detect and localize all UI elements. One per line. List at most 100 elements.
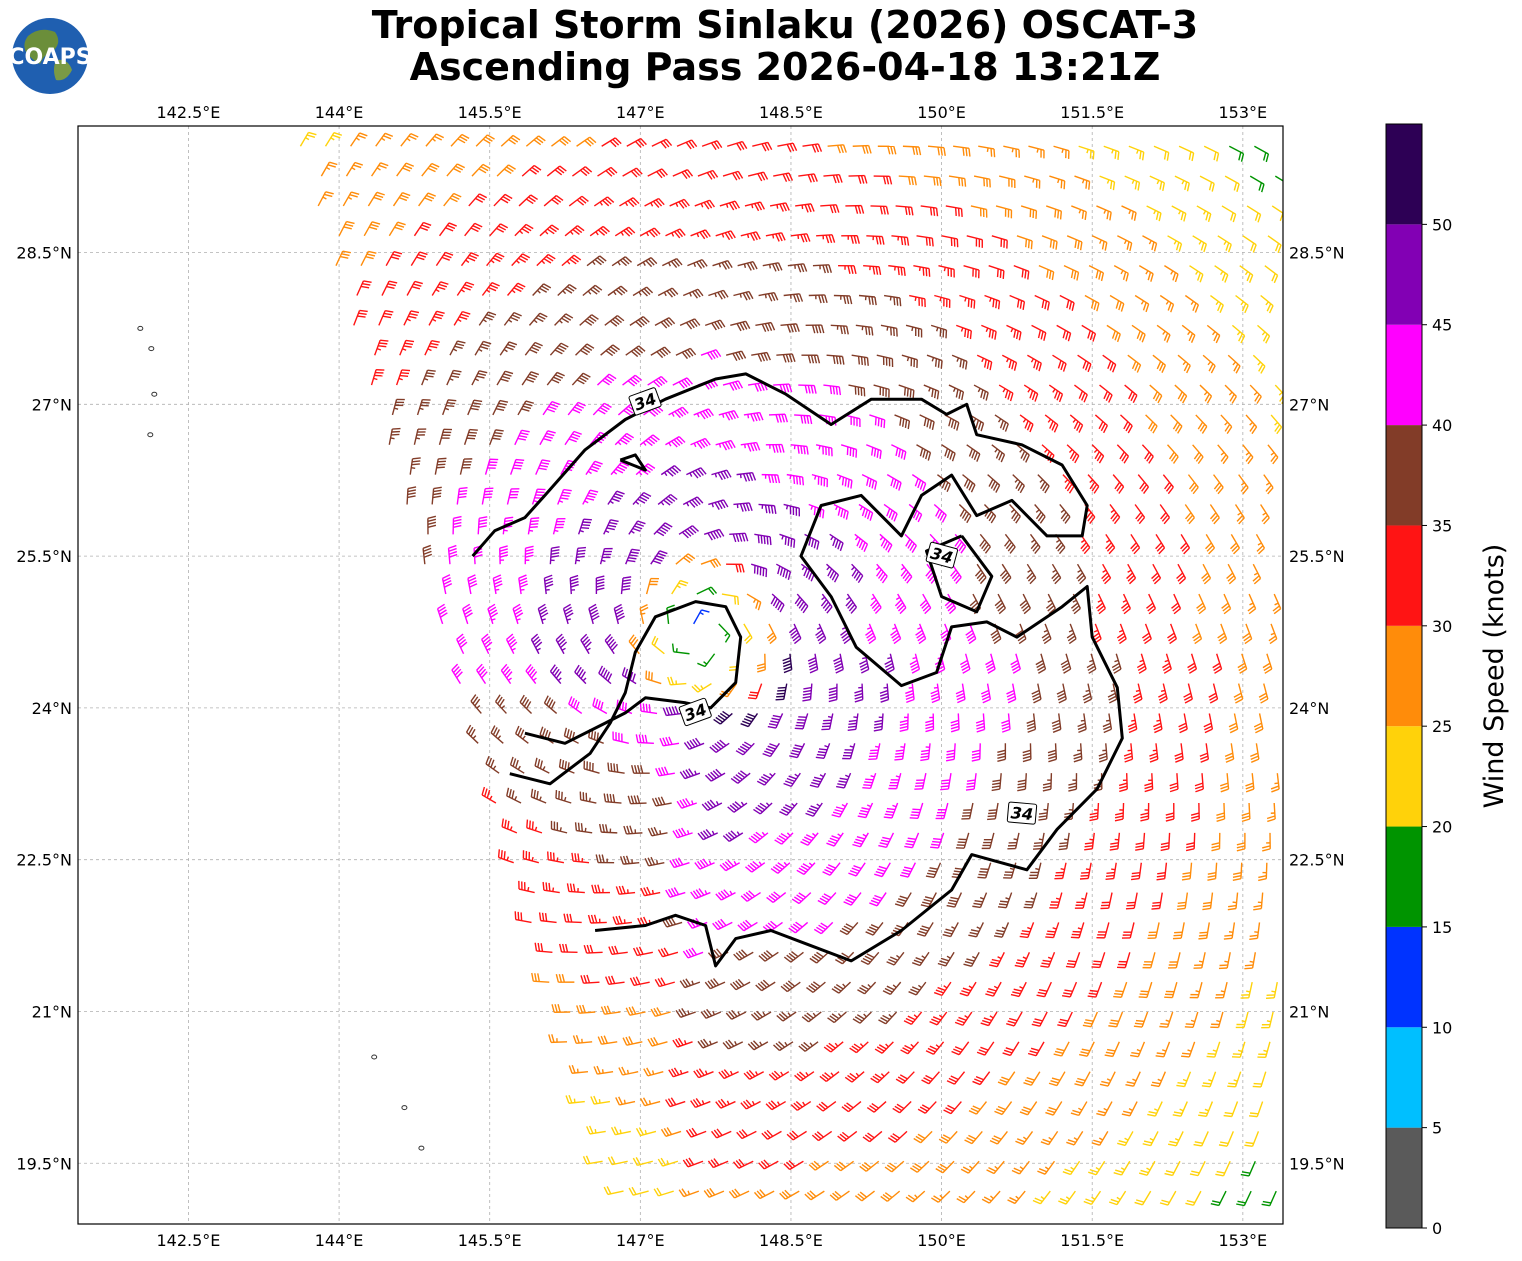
wind-barb <box>628 1186 649 1196</box>
wind-barb <box>1202 892 1214 911</box>
wind-barb <box>874 862 891 878</box>
wind-barb <box>522 850 539 864</box>
wind-barb <box>847 713 859 732</box>
lon-tick-label-top: 144°E <box>315 103 364 122</box>
wind-barb <box>547 851 565 864</box>
wind-barb <box>456 633 468 655</box>
wind-barb <box>550 820 568 834</box>
wind-barb <box>639 603 649 625</box>
wind-barb <box>636 257 658 268</box>
wind-barb <box>1187 474 1199 495</box>
wind-barb <box>873 175 893 185</box>
wind-barb <box>994 1101 1013 1116</box>
wind-barb <box>600 1005 621 1015</box>
wind-barb <box>916 444 932 461</box>
wind-barb <box>849 1041 869 1054</box>
wind-barb <box>1016 235 1033 250</box>
wind-barb <box>421 162 440 177</box>
wind-barb <box>1146 593 1157 615</box>
wind-barb <box>1053 1041 1070 1057</box>
wind-barb <box>571 166 593 177</box>
lon-tick-label-top: 151.5°E <box>1060 103 1124 122</box>
wind-barb <box>804 1190 825 1201</box>
wind-barb <box>1233 683 1244 704</box>
wind-barb <box>1164 1160 1181 1177</box>
wind-barb <box>564 225 585 237</box>
wind-barb <box>557 283 577 297</box>
wind-barb <box>632 491 652 505</box>
wind-barb <box>493 193 513 207</box>
title-block: Tropical Storm Sinlaku (2026) OSCAT-3 As… <box>300 4 1270 88</box>
wind-barb <box>845 204 865 214</box>
wind-barb <box>955 683 966 704</box>
wind-barb <box>945 205 963 218</box>
wind-barb <box>927 145 946 156</box>
wind-barb <box>549 546 560 565</box>
wind-barb <box>569 574 579 595</box>
wind-barb <box>1019 593 1031 615</box>
wind-barb <box>1121 922 1135 939</box>
wind-barb <box>474 340 492 356</box>
wind-barb <box>981 324 997 340</box>
wind-barb <box>471 370 488 386</box>
wind-barb <box>900 1041 920 1055</box>
wind-barb <box>913 264 931 277</box>
wind-barb <box>828 683 838 703</box>
wind-barb <box>1166 444 1179 464</box>
wind-barb <box>973 175 991 188</box>
contour-label: 34 <box>1006 801 1038 825</box>
wind-barb <box>1223 1101 1239 1118</box>
wind-barb <box>396 162 414 177</box>
wind-barb <box>1235 1011 1249 1029</box>
wind-barb <box>815 444 833 457</box>
wind-barb <box>766 891 787 904</box>
wind-barb <box>790 1100 812 1111</box>
wind-barb <box>1056 683 1067 704</box>
wind-barb <box>976 1041 995 1056</box>
wind-barb <box>1120 414 1133 434</box>
wind-barb <box>467 399 483 416</box>
wind-barb <box>1107 683 1118 704</box>
wind-barb <box>1209 504 1220 525</box>
wind-barb <box>640 886 661 897</box>
wind-barb <box>733 502 753 512</box>
wind-barb <box>1206 1041 1221 1058</box>
lon-tick-label-top: 153°E <box>1219 103 1268 122</box>
wind-barb <box>1170 414 1183 434</box>
wind-barb <box>632 286 654 297</box>
wind-barb <box>1114 802 1125 822</box>
wind-barb <box>583 944 603 954</box>
wind-barb <box>643 1067 664 1077</box>
colorbar-bin <box>1386 425 1422 526</box>
wind-barb <box>809 951 830 964</box>
wind-barb <box>1123 743 1134 763</box>
wind-barbs <box>299 131 1283 1207</box>
wind-barb <box>620 576 632 595</box>
wind-barb <box>767 713 784 729</box>
wind-barb <box>795 203 815 213</box>
wind-barb <box>604 633 618 655</box>
wind-barb <box>836 473 853 489</box>
wind-barb <box>678 525 699 539</box>
wind-barb <box>363 221 381 237</box>
wind-barb <box>750 1010 772 1021</box>
wind-barb <box>672 1037 693 1048</box>
wind-barb <box>704 978 726 990</box>
wind-barb <box>582 1155 603 1165</box>
wind-barb <box>625 345 646 358</box>
lat-tick-label-right: 21°N <box>1289 1002 1329 1021</box>
wind-barb <box>1216 802 1226 822</box>
wind-barb <box>974 563 987 585</box>
wind-barb <box>478 311 497 326</box>
wind-barb <box>994 414 1009 432</box>
wind-barb <box>514 911 532 924</box>
wind-barb <box>892 1101 912 1114</box>
wind-barb <box>1240 981 1253 999</box>
wind-barb <box>1159 1011 1174 1028</box>
wind-barb <box>1206 324 1221 344</box>
wind-barb <box>712 259 733 270</box>
wind-barb <box>589 225 610 237</box>
wind-barb <box>1077 713 1087 734</box>
wind-barb <box>452 515 462 535</box>
wind-barb <box>1103 145 1120 160</box>
